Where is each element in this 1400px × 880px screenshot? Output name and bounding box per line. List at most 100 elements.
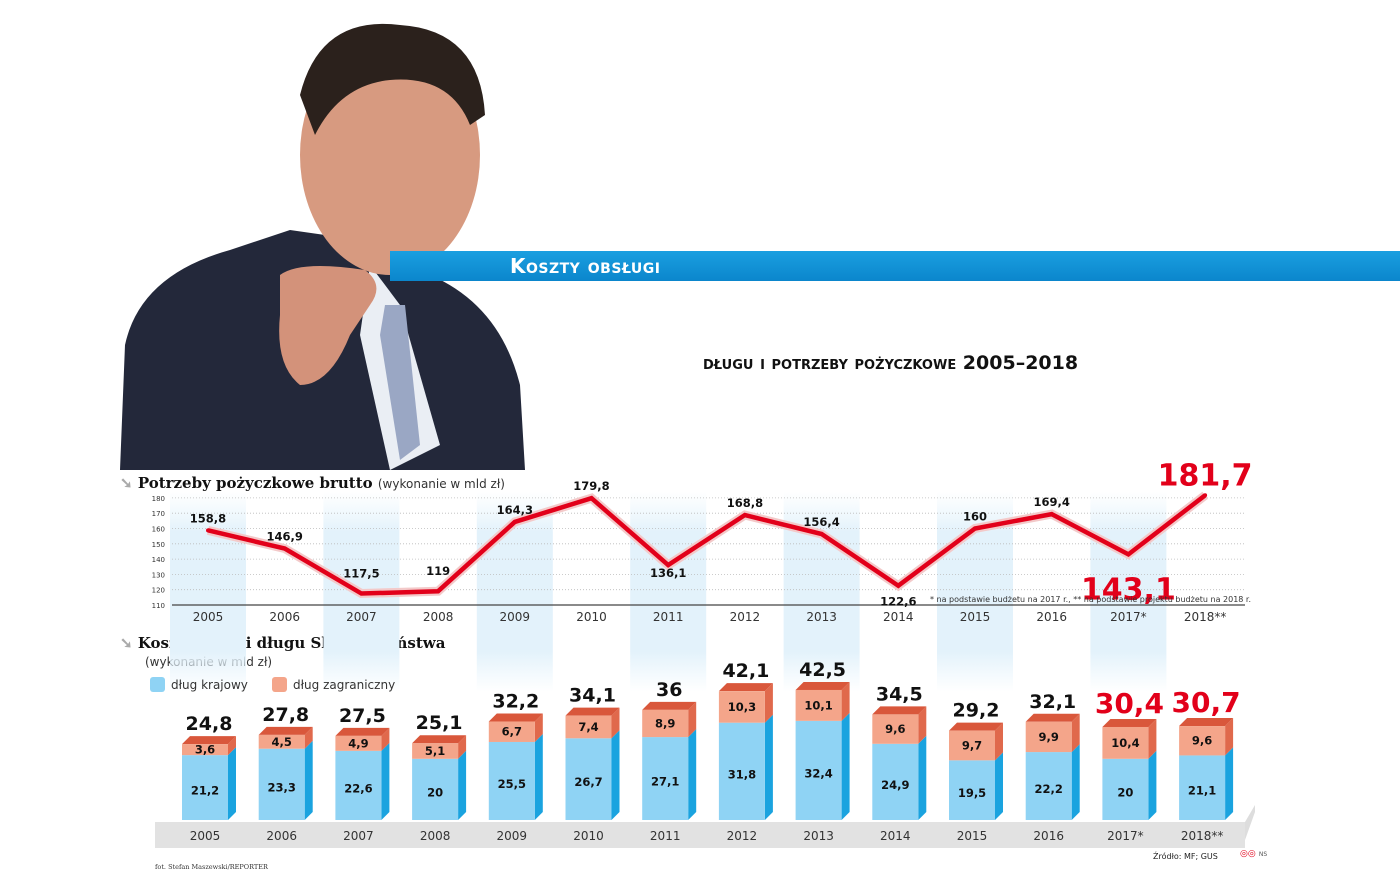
bar-top [642, 701, 697, 710]
bar-foreign [182, 744, 228, 756]
y-tick-label: 140 [152, 556, 165, 564]
data-label: 119 [426, 564, 450, 578]
x-tick-label: 2006 [266, 829, 297, 843]
total-label: 42,5 [799, 659, 846, 681]
data-point [589, 496, 594, 501]
bar-foreign-side [611, 707, 620, 739]
y-tick-label: 150 [152, 541, 165, 549]
bar-domestic [258, 748, 305, 820]
domestic-label: 21,1 [1188, 784, 1216, 798]
data-point [896, 583, 901, 588]
data-point [666, 563, 671, 568]
total-label: 29,2 [953, 700, 1000, 722]
bar-foreign [565, 715, 612, 739]
total-label: 30,4 [1095, 687, 1164, 720]
foreign-label: 4,5 [272, 735, 292, 749]
bar-foreign [1102, 726, 1149, 759]
bar-foreign-side [1148, 718, 1157, 759]
x-tick-label: 2017* [1107, 829, 1144, 843]
banner-title: Koszty obsługi [510, 254, 661, 278]
x-tick-label: 2018** [1184, 610, 1227, 624]
bar-foreign-side [458, 735, 467, 759]
foreign-label: 10,4 [1111, 736, 1139, 750]
bar-top [182, 736, 236, 745]
bar-top [1102, 718, 1157, 727]
legend-swatch [272, 677, 287, 692]
bar-domestic [718, 722, 765, 820]
line-section-title: ➘ Potrzeby pożyczkowe brutto (wykonanie … [120, 474, 505, 492]
bar-foreign-side [995, 722, 1003, 761]
column-highlight [630, 492, 707, 692]
bar-top [488, 713, 543, 722]
foreign-label: 6,7 [502, 725, 522, 739]
bar-domestic-side [534, 733, 543, 820]
domestic-label: 22,6 [344, 781, 372, 795]
bar-foreign [258, 734, 305, 749]
domestic-label: 20 [1117, 785, 1133, 799]
data-label: 169,4 [1034, 495, 1070, 509]
bar-foreign-side [228, 736, 236, 756]
bar-foreign [718, 691, 765, 723]
column-highlight [170, 492, 246, 692]
data-point [1126, 552, 1131, 557]
bar-foreign-side [918, 706, 927, 744]
total-label: 34,1 [569, 685, 616, 707]
x-tick-label: 2006 [269, 610, 300, 624]
foreign-label: 10,1 [804, 698, 832, 712]
bar-top [565, 707, 620, 716]
bar-domestic [488, 741, 535, 820]
source: Źródło: MF; GUS [1153, 852, 1218, 861]
photo-portrait [100, 5, 530, 470]
foreign-label: 7,4 [578, 720, 598, 734]
foreign-label: 8,9 [655, 716, 675, 730]
legend-swatch [150, 677, 165, 692]
total-label: 30,7 [1172, 686, 1241, 719]
data-label: 168,8 [727, 496, 763, 510]
data-point [436, 589, 441, 594]
bar-foreign-side [764, 683, 773, 723]
bar-domestic [565, 738, 612, 820]
data-label: 164,3 [497, 503, 533, 517]
bar-foreign [642, 709, 689, 738]
bar-foreign-side [1225, 718, 1234, 756]
bar-domestic-side [304, 740, 313, 820]
bar-foreign [335, 735, 382, 751]
data-point [1203, 493, 1208, 498]
domestic-label: 27,1 [651, 775, 679, 789]
x-tick-label: 2011 [650, 829, 681, 843]
x-tick-label: 2013 [806, 610, 837, 624]
arrow-icon: ➘ [120, 474, 133, 492]
bar-top [1025, 713, 1080, 722]
total-label: 24,8 [186, 713, 233, 735]
bar-foreign-side [688, 701, 697, 738]
data-label: 181,7 [1158, 458, 1253, 493]
bar-domestic-side [918, 735, 927, 820]
bar-top [949, 722, 1003, 731]
bar-foreign [872, 714, 919, 744]
foreign-label: 9,6 [885, 722, 905, 736]
data-label: 117,5 [343, 567, 379, 581]
total-label: 32,1 [1029, 691, 1076, 713]
title-banner: Koszty obsługi [390, 251, 1400, 281]
data-label: 146,9 [267, 530, 303, 544]
bar-domestic-side [764, 714, 773, 820]
x-tick-label: 2009 [497, 829, 528, 843]
series-line [207, 493, 1207, 596]
data-label: 160 [963, 510, 987, 524]
x-tick-label: 2016 [1033, 829, 1064, 843]
total-label: 34,5 [876, 683, 923, 705]
data-point [1049, 512, 1054, 517]
bar-domestic [949, 760, 995, 820]
bar-foreign-side [304, 726, 313, 749]
bar-domestic-side [688, 729, 697, 820]
x-tick-label: 2012 [730, 610, 761, 624]
data-label: 143,1 [1081, 572, 1176, 607]
bar-domestic-side [995, 752, 1003, 820]
bar-domestic [1102, 758, 1149, 820]
bar-domestic [412, 758, 459, 820]
y-tick-label: 170 [152, 510, 165, 518]
bar-domestic [642, 737, 689, 820]
x-tick-label: 2007 [346, 610, 377, 624]
bar-foreign [1179, 726, 1226, 756]
x-tick-label: 2015 [960, 610, 991, 624]
